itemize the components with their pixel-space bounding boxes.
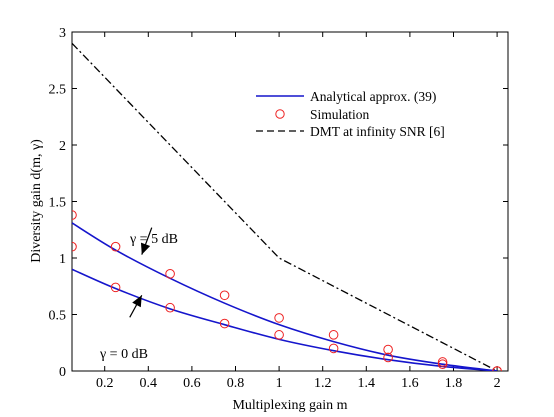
y-tick-label: 2.5 [49, 83, 67, 98]
simulation-point [492, 366, 502, 371]
x-tick-label: 0.6 [183, 376, 201, 391]
y-tick-label: 0 [59, 365, 66, 380]
simulation-point [72, 210, 77, 220]
series-layer [72, 42, 502, 371]
y-tick-label: 3 [59, 26, 66, 41]
x-tick-label: 0.2 [96, 376, 114, 391]
annotation-label-5db: γ = 5 dB [129, 232, 178, 247]
x-tick-label: 1.4 [358, 376, 376, 391]
x-tick-label: 2 [494, 376, 501, 391]
x-tick-label: 1 [276, 376, 283, 391]
simulation-point [383, 352, 393, 363]
annotation-label-0db: γ = 0 dB [99, 347, 148, 362]
series-dmt-line [72, 42, 498, 371]
y-axis-label: Diversity gain d(m, γ) [29, 139, 44, 263]
simulation-point [383, 344, 393, 355]
simulation-point [219, 318, 230, 329]
simulation-point [328, 343, 339, 354]
simulation-point [219, 290, 230, 301]
y-tick-label: 1.5 [49, 196, 67, 211]
simulation-point [165, 302, 175, 313]
axis-ticks: 0.2 0.4 0.6 0.8 1 1.2 1.4 1.6 1.8 2 0 0.5 1 1.5 2 2.5 3 [49, 26, 508, 391]
x-tick-label: 1.2 [314, 376, 332, 391]
simulation-point [437, 359, 448, 370]
simulation-point [110, 241, 121, 252]
x-axis-label: Multiplexing gain m [232, 398, 347, 413]
simulation-point [437, 357, 448, 367]
legend-label-dmt: DMT at infinity SNR [6] [310, 124, 445, 139]
annotations: γ = 5 dB γ = 0 dB [99, 227, 178, 362]
legend-label-analytical: Analytical approx. (39) [310, 89, 436, 104]
legend: Analytical approx. (39) Simulation DMT a… [256, 89, 445, 139]
legend-label-simulation: Simulation [310, 107, 370, 122]
simulation-point [72, 241, 77, 252]
y-tick-label: 2 [59, 139, 66, 154]
series-analytical-line [72, 222, 498, 371]
y-tick-label: 1 [59, 252, 66, 267]
x-tick-label: 0.8 [227, 376, 245, 391]
legend-marker-simulation [275, 109, 285, 119]
simulation-point [110, 282, 121, 293]
simulation-point [274, 313, 284, 323]
y-tick-label: 0.5 [49, 309, 67, 324]
x-tick-label: 1.8 [445, 376, 463, 391]
x-tick-label: 0.4 [140, 376, 158, 391]
simulation-point [165, 269, 175, 279]
annotation-arrow-5db-head [140, 242, 151, 255]
simulation-point [274, 330, 284, 340]
simulation-point [328, 330, 339, 340]
annotation-arrow-0db-head [132, 295, 142, 308]
plot-area [71, 31, 509, 372]
x-tick-label: 1.6 [401, 376, 419, 391]
